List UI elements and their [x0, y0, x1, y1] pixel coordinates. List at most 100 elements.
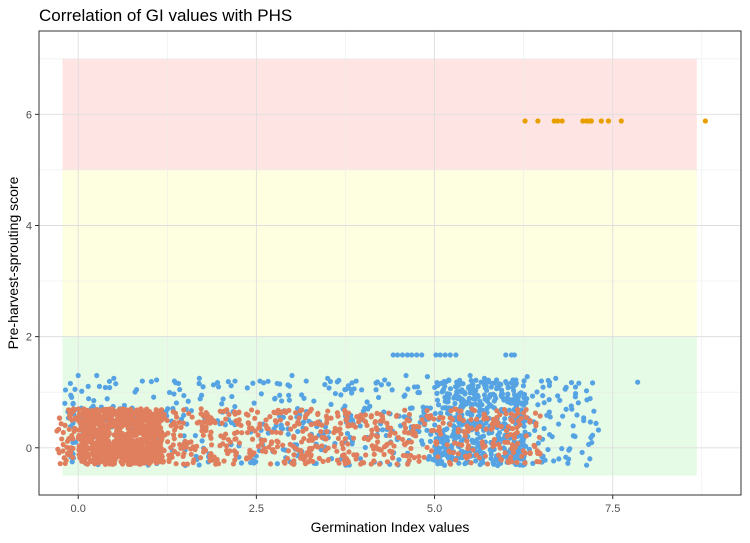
data-point [388, 425, 394, 431]
data-point [456, 460, 462, 466]
data-point [415, 389, 421, 396]
data-point [587, 419, 593, 425]
data-point [546, 379, 553, 385]
data-point [233, 436, 239, 442]
data-point [199, 438, 205, 444]
data-point [495, 462, 501, 469]
score-band-1 [62, 169, 697, 337]
data-point [238, 422, 244, 429]
data-point [355, 419, 362, 425]
data-point [245, 412, 251, 418]
data-point [384, 459, 390, 465]
data-point [377, 418, 384, 424]
data-point [419, 417, 425, 423]
data-point [345, 421, 351, 427]
data-point [378, 411, 384, 418]
data-point [143, 454, 149, 460]
data-points [54, 118, 708, 469]
data-point [451, 427, 457, 434]
data-point [541, 425, 547, 432]
data-point [116, 427, 123, 434]
data-point [580, 118, 586, 124]
data-point [458, 438, 465, 444]
data-point [82, 448, 88, 455]
data-point [498, 381, 504, 387]
data-point [186, 410, 192, 417]
data-point [490, 416, 497, 422]
data-point [177, 386, 183, 393]
data-point [579, 449, 585, 456]
data-point [72, 425, 78, 431]
data-point [93, 453, 99, 459]
data-point [441, 462, 448, 468]
data-point [316, 455, 322, 461]
data-point [516, 418, 522, 424]
data-point [514, 459, 520, 465]
data-point [472, 395, 478, 401]
data-point [348, 386, 354, 393]
data-point [228, 383, 234, 389]
data-point [247, 459, 254, 466]
data-point [132, 410, 138, 416]
data-point [430, 456, 436, 463]
data-point [556, 456, 562, 462]
data-point [60, 441, 66, 448]
data-point [125, 425, 131, 431]
data-point [396, 457, 402, 463]
y-tick-label: 4 [26, 220, 32, 232]
data-point [529, 393, 536, 399]
data-point [375, 439, 381, 445]
data-point [373, 387, 379, 393]
data-point [702, 118, 708, 124]
data-point [373, 433, 380, 439]
data-point [399, 352, 406, 358]
data-point [522, 118, 528, 124]
data-point [350, 422, 356, 428]
data-point [122, 442, 128, 449]
data-point [401, 441, 407, 447]
data-point [83, 415, 90, 422]
data-point [153, 410, 159, 417]
data-point [438, 410, 444, 416]
data-point [502, 439, 508, 445]
data-point [199, 423, 205, 429]
data-point [357, 423, 363, 429]
data-point [433, 439, 439, 445]
data-point [77, 413, 83, 419]
data-point [181, 433, 187, 439]
data-point [238, 460, 245, 466]
data-point [395, 434, 402, 441]
data-point [208, 429, 214, 435]
data-point [353, 456, 359, 462]
data-point [140, 422, 146, 429]
data-point [524, 374, 530, 380]
data-point [503, 411, 509, 417]
data-point [96, 383, 103, 389]
data-point [192, 432, 199, 439]
data-point [434, 397, 441, 403]
data-point [519, 453, 525, 459]
data-point [538, 378, 545, 384]
data-point [257, 421, 263, 427]
data-point [166, 458, 172, 465]
data-point [55, 446, 61, 452]
data-point [319, 434, 325, 440]
data-point [319, 422, 325, 428]
data-point [415, 384, 421, 390]
data-point [405, 386, 411, 392]
score-band-0 [62, 336, 697, 476]
data-point [335, 435, 342, 442]
data-point [104, 396, 110, 402]
data-point [379, 427, 386, 433]
data-point [444, 391, 450, 397]
data-point [325, 408, 331, 414]
data-point [444, 442, 450, 448]
data-point [148, 455, 154, 461]
data-point [473, 452, 480, 458]
data-point [511, 445, 517, 451]
data-point [494, 408, 500, 414]
data-point [384, 442, 390, 448]
data-point [262, 437, 268, 443]
data-point [503, 428, 510, 434]
data-point [484, 461, 491, 467]
